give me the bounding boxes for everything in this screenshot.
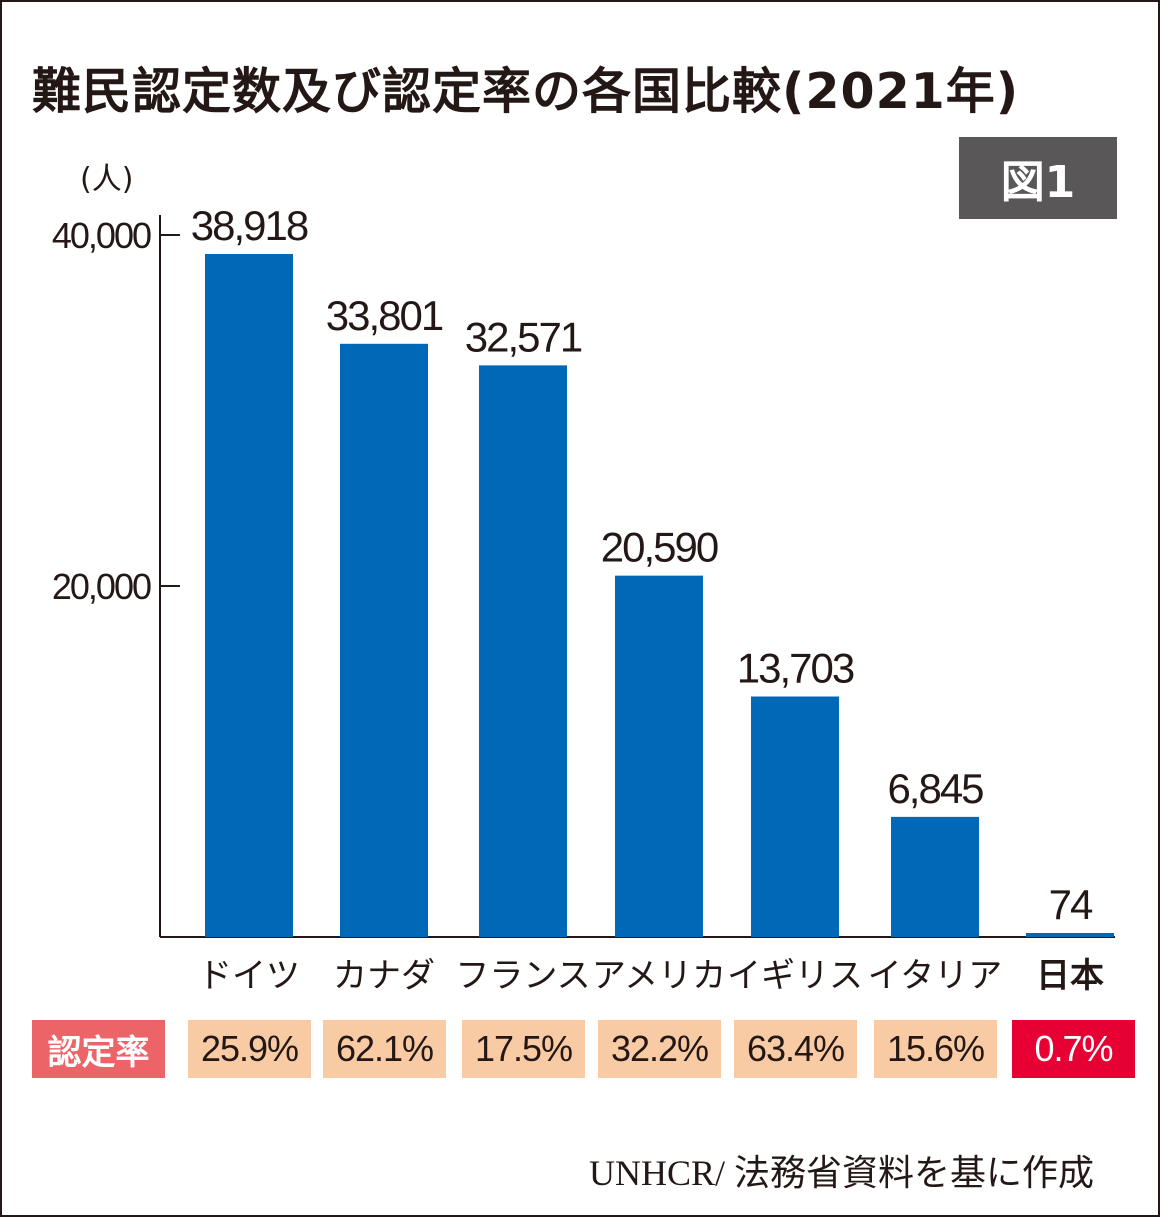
category-label: カナダ (333, 956, 435, 996)
value-label: 33,801 (326, 292, 443, 339)
bar-3 (615, 575, 703, 937)
category-label: 日本 (1036, 956, 1104, 996)
category-label: イタリア (868, 956, 1003, 996)
bar-6 (1026, 933, 1114, 937)
category-label: ドイツ (198, 956, 300, 996)
rate-cell: 63.4% (734, 1020, 857, 1078)
y-tick-label: 40,000 (52, 215, 151, 256)
value-label: 13,703 (737, 645, 854, 692)
category-label: アメリカ (592, 956, 726, 996)
figure-label: 図1 (959, 137, 1117, 219)
value-label: 74 (1049, 881, 1093, 928)
bar-1 (340, 343, 428, 937)
bar-2 (479, 365, 567, 938)
rate-cell: 15.6% (874, 1020, 997, 1078)
rate-cell: 25.9% (188, 1020, 311, 1078)
rate-cell: 32.2% (598, 1020, 721, 1078)
rate-cell: 17.5% (462, 1020, 585, 1078)
bar-0 (205, 253, 293, 937)
y-axis-unit: (人) (80, 162, 134, 197)
chart-title: 難民認定数及び認定率の各国比較(2021年) (32, 63, 1020, 120)
bar-5 (891, 816, 979, 937)
bar-chart: 20,000 40,000 38,918 ドイツ 33,801 カナダ 32,571 フランス… (52, 202, 1115, 996)
value-label: 20,590 (601, 524, 718, 571)
source-note: UNHCR/ 法務省資料を基に作成 (588, 1153, 1094, 1193)
category-label: フランス (455, 956, 590, 996)
rate-cell: 0.7% (1012, 1020, 1135, 1078)
value-label: 6,845 (887, 765, 983, 812)
category-label: イギリス (727, 956, 863, 996)
y-tick-label: 20,000 (52, 566, 151, 607)
bar-4 (751, 696, 839, 937)
value-label: 38,918 (191, 202, 308, 249)
value-label: 32,571 (465, 313, 582, 360)
rate-row-label: 認定率 (32, 1020, 165, 1078)
rate-cell: 62.1% (323, 1020, 446, 1078)
